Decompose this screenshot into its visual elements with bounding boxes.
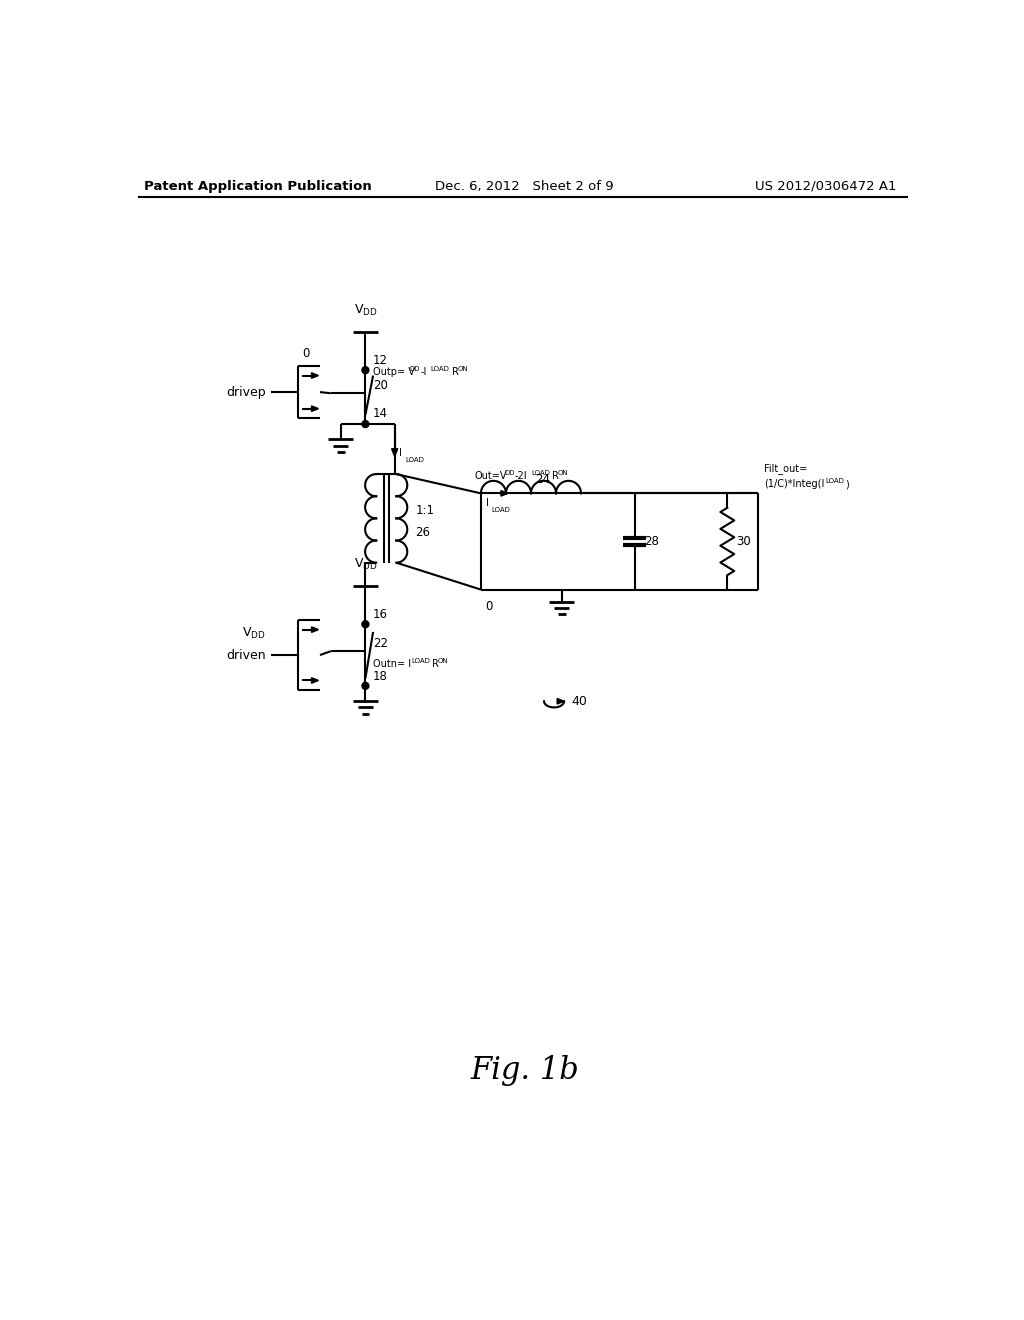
Text: ): ) (845, 479, 849, 490)
Text: Dec. 6, 2012   Sheet 2 of 9: Dec. 6, 2012 Sheet 2 of 9 (435, 180, 614, 193)
Text: LOAD: LOAD (531, 470, 551, 477)
Circle shape (361, 367, 369, 374)
Text: 20: 20 (373, 379, 388, 392)
Polygon shape (311, 627, 318, 632)
Text: LOAD: LOAD (492, 507, 511, 513)
Circle shape (361, 620, 369, 628)
Circle shape (361, 682, 369, 689)
Text: 16: 16 (373, 609, 388, 622)
Text: 0: 0 (485, 601, 493, 614)
Text: driven: driven (226, 648, 266, 661)
Text: 1:1: 1:1 (416, 504, 434, 517)
Text: DD: DD (410, 366, 420, 372)
Text: 40: 40 (571, 694, 587, 708)
Text: 12: 12 (373, 354, 388, 367)
Polygon shape (391, 449, 397, 457)
Text: ON: ON (438, 659, 449, 664)
Text: Outp= V: Outp= V (373, 367, 415, 376)
Text: V$_{\mathregular{DD}}$: V$_{\mathregular{DD}}$ (353, 557, 377, 572)
Text: -2I: -2I (515, 471, 527, 482)
Circle shape (361, 421, 369, 428)
Polygon shape (501, 491, 508, 496)
Text: -I: -I (420, 367, 426, 376)
Text: LOAD: LOAD (412, 659, 430, 664)
Text: LOAD: LOAD (826, 478, 845, 484)
Text: 0: 0 (302, 347, 309, 360)
Text: Filt_out=: Filt_out= (764, 463, 808, 474)
Text: (1/C)*Integ(I: (1/C)*Integ(I (764, 479, 824, 490)
Text: V$_{\mathregular{DD}}$: V$_{\mathregular{DD}}$ (243, 626, 266, 642)
Text: R: R (452, 367, 459, 376)
Text: 24: 24 (535, 473, 550, 486)
Text: Patent Application Publication: Patent Application Publication (144, 180, 372, 193)
Polygon shape (557, 698, 564, 704)
Text: LOAD: LOAD (431, 366, 450, 372)
Text: LOAD: LOAD (406, 457, 424, 463)
Text: ON: ON (558, 470, 568, 477)
Polygon shape (311, 372, 318, 379)
Text: DD: DD (504, 470, 514, 477)
Text: V$_{\mathregular{DD}}$: V$_{\mathregular{DD}}$ (353, 302, 377, 318)
Polygon shape (311, 405, 318, 412)
Text: R: R (432, 659, 438, 669)
Text: 28: 28 (644, 535, 659, 548)
Polygon shape (311, 677, 318, 684)
Text: 30: 30 (736, 535, 752, 548)
Text: Fig. 1b: Fig. 1b (470, 1056, 580, 1086)
Text: R: R (552, 471, 559, 482)
Text: drivep: drivep (226, 385, 266, 399)
Text: 26: 26 (416, 525, 430, 539)
Text: US 2012/0306472 A1: US 2012/0306472 A1 (756, 180, 897, 193)
Text: 14: 14 (373, 407, 388, 420)
Text: I: I (399, 449, 402, 458)
Text: I: I (485, 498, 488, 508)
Text: 22: 22 (373, 638, 388, 649)
Text: ON: ON (458, 366, 468, 372)
Text: Outn= I: Outn= I (373, 659, 412, 669)
Text: Out=V: Out=V (475, 471, 507, 482)
Text: 18: 18 (373, 669, 388, 682)
